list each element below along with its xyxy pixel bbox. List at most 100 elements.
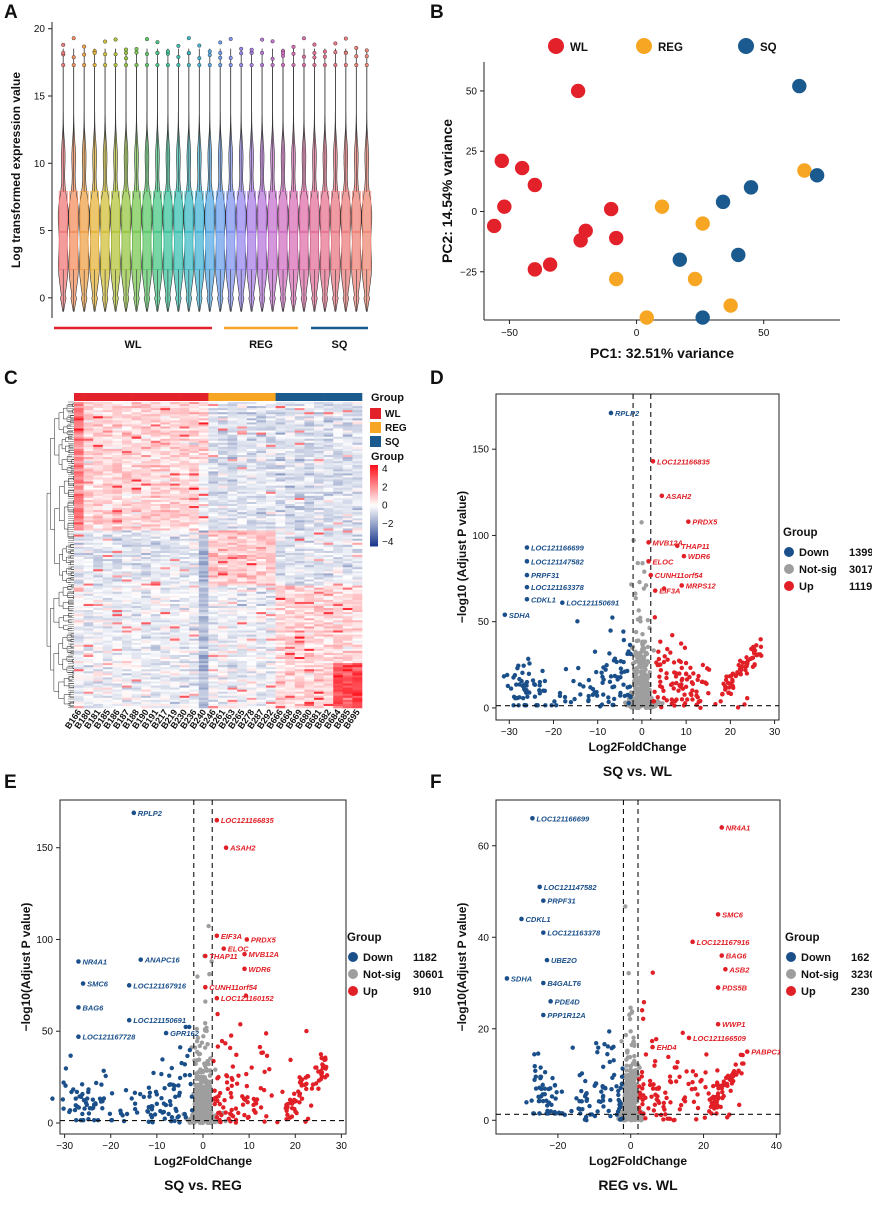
heatmap-cell bbox=[237, 671, 248, 674]
heatmap-cell bbox=[352, 526, 363, 529]
heatmap-cell bbox=[266, 436, 276, 440]
heatmap-cell bbox=[285, 608, 296, 611]
pca-point-reg bbox=[687, 271, 703, 287]
heatmap-cell bbox=[218, 587, 228, 590]
heatmap-cell bbox=[141, 577, 152, 580]
heatmap-cell bbox=[246, 546, 257, 550]
heatmap-cell bbox=[256, 561, 267, 564]
heatmap-cell bbox=[131, 526, 142, 529]
heatmap-cell bbox=[74, 665, 84, 668]
heatmap-cell bbox=[237, 463, 248, 466]
heatmap-cell bbox=[237, 487, 248, 491]
heatmap-cell bbox=[102, 414, 113, 417]
heatmap-cell bbox=[275, 632, 286, 635]
heatmap-cell bbox=[150, 477, 161, 480]
heatmap-cell bbox=[93, 559, 104, 562]
heatmap-cell bbox=[275, 508, 286, 511]
heatmap-cell bbox=[246, 487, 257, 491]
heatmap-cell bbox=[198, 606, 209, 609]
heatmap-cell bbox=[93, 599, 104, 603]
heatmap-cell bbox=[122, 624, 132, 627]
heatmap-cell bbox=[141, 552, 152, 556]
heatmap-cell bbox=[227, 414, 238, 417]
heatmap-cell bbox=[198, 477, 209, 480]
heatmap-cell bbox=[189, 644, 200, 648]
heatmap-cell bbox=[227, 571, 238, 574]
heatmap-cell bbox=[352, 657, 363, 660]
heatmap-cell bbox=[198, 426, 209, 429]
heatmap-cell bbox=[304, 585, 315, 588]
heatmap-cell bbox=[150, 636, 161, 639]
heatmap-cell bbox=[74, 673, 84, 676]
heatmap-cell bbox=[198, 446, 209, 450]
heatmap-cell bbox=[342, 677, 353, 680]
heatmap-cell bbox=[227, 473, 238, 476]
heatmap-cell bbox=[179, 442, 190, 446]
heatmap-cell bbox=[83, 671, 94, 674]
heatmap-cell bbox=[352, 620, 363, 623]
heatmap-cell bbox=[218, 457, 228, 460]
heatmap-cell bbox=[256, 477, 267, 480]
heatmap-cell bbox=[198, 432, 209, 435]
heatmap-cell bbox=[112, 638, 123, 641]
outlier-point bbox=[61, 42, 66, 47]
heatmap-cell bbox=[333, 587, 344, 590]
heatmap-cell bbox=[112, 467, 123, 470]
heatmap-cell bbox=[246, 426, 257, 429]
outlier-point bbox=[197, 63, 202, 68]
heatmap-cell bbox=[314, 440, 324, 444]
heatmap-cell bbox=[208, 420, 219, 423]
heatmap-cell bbox=[160, 402, 171, 405]
heatmap-cell bbox=[218, 404, 228, 407]
outlier-point bbox=[103, 63, 108, 68]
heatmap-cell bbox=[189, 683, 200, 686]
heatmap-cell bbox=[198, 410, 209, 413]
heatmap-cell bbox=[102, 544, 113, 548]
pca-point-wl bbox=[609, 230, 624, 246]
outlier-point bbox=[322, 54, 327, 59]
heatmap-cell bbox=[83, 508, 94, 511]
heatmap-cell bbox=[304, 508, 315, 511]
heatmap-cell bbox=[93, 483, 104, 486]
heatmap-cell bbox=[352, 467, 363, 470]
heatmap-cell bbox=[285, 450, 296, 454]
outlier-point bbox=[144, 51, 149, 56]
heatmap-cell bbox=[333, 626, 344, 629]
heatmap-cell bbox=[266, 577, 276, 580]
heatmap-cell bbox=[227, 677, 238, 680]
heatmap-cell bbox=[275, 536, 286, 539]
outlier-point bbox=[270, 56, 275, 61]
heatmap-cell bbox=[304, 661, 315, 664]
heatmap-cell bbox=[198, 591, 209, 595]
heatmap-cell bbox=[218, 532, 228, 535]
heatmap-cell bbox=[198, 493, 209, 497]
heatmap-cell bbox=[112, 555, 123, 558]
heatmap-cell bbox=[246, 499, 257, 503]
heatmap-cell bbox=[323, 548, 334, 552]
heatmap-cell bbox=[275, 612, 286, 615]
heatmap-cell bbox=[246, 667, 257, 670]
heatmap-cell bbox=[198, 512, 209, 515]
heatmap-cell bbox=[323, 455, 334, 458]
heatmap-cell bbox=[352, 583, 363, 586]
heatmap-cell bbox=[342, 526, 353, 529]
heatmap-cell bbox=[93, 469, 104, 472]
heatmap-cell bbox=[314, 450, 324, 454]
heatmap-cell bbox=[131, 620, 142, 623]
heatmap-cell bbox=[112, 514, 123, 517]
heatmap-cell bbox=[294, 614, 305, 617]
group-annotation-cell bbox=[150, 393, 161, 401]
heatmap-cell bbox=[275, 412, 286, 415]
heatmap-cell bbox=[314, 481, 324, 484]
heatmap-cell bbox=[102, 504, 113, 507]
heatmap-cell bbox=[122, 408, 132, 411]
heatmap-cell bbox=[333, 418, 344, 421]
heatmap-cell bbox=[256, 424, 267, 427]
heatmap-cell bbox=[141, 622, 152, 625]
heatmap-cell bbox=[323, 646, 334, 650]
heatmap-cell bbox=[141, 422, 152, 425]
heatmap-cell bbox=[179, 657, 190, 660]
heatmap-cell bbox=[275, 448, 286, 452]
heatmap-cell bbox=[266, 557, 276, 560]
heatmap-cell bbox=[93, 632, 104, 635]
